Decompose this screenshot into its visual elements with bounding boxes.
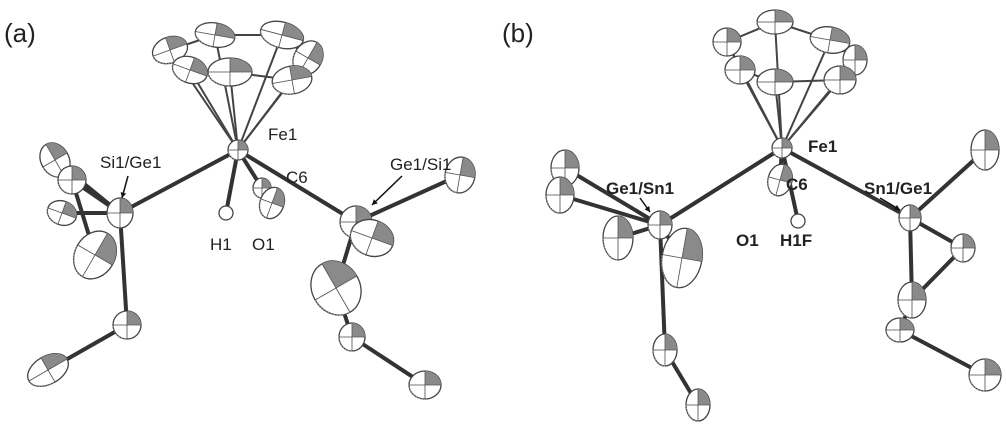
atom [725, 56, 755, 84]
atom [772, 138, 792, 158]
atom [44, 197, 80, 230]
atom-part [985, 359, 1001, 375]
atom-part [120, 198, 133, 213]
atom-part [963, 234, 975, 248]
atom-part [727, 28, 741, 42]
bond [660, 225, 665, 350]
atom [951, 234, 975, 262]
figure: (a) Fe1 Si1/Ge1 C6 Ge1/Si1 H1 O1 (b) Fe1… [0, 0, 1006, 425]
atom [971, 130, 999, 170]
atom [228, 140, 248, 160]
atom-part [855, 45, 867, 60]
atom-label: C6 [286, 168, 308, 187]
atom [65, 223, 125, 286]
bond [660, 148, 782, 225]
bond [356, 175, 460, 222]
atom-label: O1 [252, 235, 275, 254]
atom [969, 359, 1001, 391]
atom-label: C6 [786, 175, 808, 194]
atom-label: Ge1/Si1 [390, 155, 451, 174]
panel-label: (a) [4, 18, 36, 48]
atom-part [660, 211, 672, 225]
atom [757, 10, 793, 34]
atom-part [230, 58, 252, 72]
atom-part [565, 150, 579, 168]
atom [193, 20, 237, 51]
atom [339, 323, 365, 351]
panel-label: (b) [502, 18, 534, 48]
atom-part [352, 323, 365, 337]
atom [757, 69, 793, 95]
atom-part [262, 178, 271, 188]
atom [653, 334, 677, 366]
atom-part [775, 10, 793, 22]
atom-part [665, 334, 677, 350]
atom [886, 318, 914, 342]
atom-part [618, 216, 633, 238]
atom [219, 206, 233, 220]
molecules [22, 10, 1001, 421]
atom [301, 252, 371, 324]
atom-part [912, 282, 926, 300]
page: (a) Fe1 Si1/Ge1 C6 Ge1/Si1 H1 O1 (b) Fe1… [0, 0, 1006, 425]
atom [22, 347, 74, 393]
atom-part [775, 69, 793, 82]
atom [208, 58, 252, 86]
atom-label: H1F [780, 231, 812, 250]
atom-part [791, 214, 805, 228]
atom [791, 214, 805, 228]
atom-part [219, 206, 233, 220]
atom-label: Ge1/Sn1 [606, 179, 674, 198]
bond [120, 213, 127, 325]
atom-part [698, 389, 710, 405]
arrow [372, 176, 402, 205]
atom [546, 177, 574, 213]
arrow-head [121, 192, 127, 198]
atom-part [72, 166, 86, 180]
atom [58, 166, 86, 194]
atom [409, 371, 441, 399]
atom [686, 389, 710, 421]
atom-part [127, 311, 141, 325]
atom-label: H1 [210, 235, 232, 254]
atom-label: Fe1 [808, 137, 837, 156]
atom-part [425, 371, 441, 385]
atom [713, 28, 741, 56]
atom [603, 216, 633, 260]
atom [824, 66, 856, 94]
atom-part [900, 318, 914, 330]
atom-label: Fe1 [268, 125, 297, 144]
atom-part [985, 130, 999, 150]
atom-part [740, 56, 755, 70]
atom [648, 211, 672, 239]
atom-label: Si1/Ge1 [100, 153, 161, 172]
atom-part [238, 140, 248, 150]
bond [782, 40, 830, 148]
atom [899, 205, 921, 231]
atom-label: Sn1/Ge1 [864, 179, 932, 198]
atom [113, 311, 141, 339]
atom [898, 282, 926, 318]
atom-label: O1 [736, 231, 759, 250]
atom [107, 198, 133, 228]
